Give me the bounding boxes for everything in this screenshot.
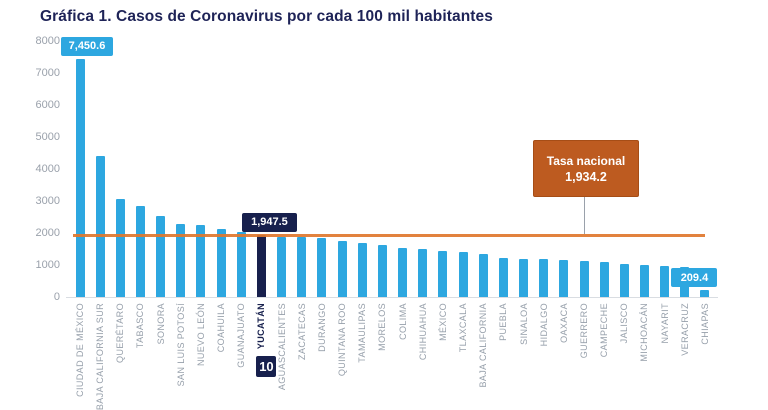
x-axis-label-nuevo-leon: NUEVO LEÓN [195, 303, 206, 367]
bar-campeche [599, 262, 609, 297]
x-axis-label-aguascalientes: AGUASCALIENTES [276, 303, 287, 391]
x-axis-label-ciudad-de-mexico: CIUDAD DE MÉXICO [75, 303, 85, 397]
rank-badge: 10 [256, 356, 277, 377]
bar-tlaxcala [458, 251, 468, 297]
y-axis-tick-4000: 4000 [35, 163, 60, 175]
bar-guerrero [579, 261, 589, 297]
bar-mexico [438, 250, 448, 297]
bar-nayarit [660, 266, 670, 297]
value-label-chiapas: 209.4 [671, 268, 718, 288]
bar-oaxaca [559, 260, 569, 297]
y-axis-tick-2000: 2000 [35, 227, 60, 239]
value-label-ciudad-de-mexico: 7,450.6 [61, 36, 113, 56]
x-axis-label-colima: COLIMA [397, 303, 408, 340]
bar-queretaro [115, 199, 125, 297]
bar-guanajuato [236, 232, 246, 297]
bar-hidalgo [539, 259, 549, 297]
y-axis-tick-3000: 3000 [35, 195, 60, 207]
x-axis-label-baja-california-sur: BAJA CALIFORNIA SUR [95, 303, 106, 410]
x-axis-label-nayarit: NAYARIT [659, 303, 670, 344]
bar-chihuahua [418, 249, 428, 297]
x-axis-label-veracruz: VERACRUZ [679, 303, 690, 356]
x-axis-label-mexico: MÉXICO [437, 303, 448, 341]
x-axis-label-michoacan: MICHOACÁN [639, 303, 650, 362]
y-axis-tick-8000: 8000 [35, 35, 60, 47]
bar-nuevo-leon [196, 224, 206, 297]
bar-coahuila [216, 229, 226, 297]
bar-quintana-roo [337, 240, 347, 297]
bar-chiapas [700, 290, 710, 297]
bar-sonora [156, 216, 166, 297]
x-axis-label-tamaulipas: TAMAULIPAS [357, 303, 368, 363]
x-axis-label-chihuahua: CHIHUAHUA [417, 303, 428, 361]
bar-baja-california [478, 254, 488, 297]
x-axis-label-campeche: CAMPECHE [599, 303, 610, 358]
x-axis-label-jalisco: JALISCO [619, 303, 630, 344]
national-rate-connector [584, 197, 585, 235]
x-axis-line [66, 297, 718, 298]
x-axis-label-san-luis-potosi: SAN LUIS POTOSÍ [175, 303, 186, 387]
bar-jalisco [619, 264, 629, 297]
national-rate-title: Tasa nacional [546, 153, 626, 168]
x-axis-label-baja-california: BAJA CALIFORNIA [478, 303, 489, 388]
x-axis-label-hidalgo: HIDALGO [538, 303, 549, 347]
x-axis-label-chiapas: CHIAPAS [699, 303, 710, 345]
x-axis-label-durango: DURANGO [316, 303, 327, 352]
x-axis-label-sinaloa: SINALOA [518, 303, 529, 345]
x-axis-label-guerrero: GUERRERO [579, 303, 589, 359]
x-axis-label-morelos: MORELOS [377, 303, 388, 351]
national-rate-line [73, 234, 705, 237]
x-axis-label-queretaro: QUERÉTARO [115, 303, 126, 363]
x-axis-label-tlaxcala: TLAXCALA [458, 303, 469, 353]
x-axis-label-oaxaca: OAXACA [558, 303, 569, 343]
x-axis-label-quintana-roo: QUINTANA ROO [337, 303, 348, 377]
bar-san-luis-potosi [176, 223, 186, 297]
x-axis-label-zacatecas: ZACATECAS [296, 303, 307, 360]
value-label-yucatan: 1,947.5 [241, 212, 297, 232]
x-axis-label-puebla: PUEBLA [498, 303, 509, 341]
x-axis-label-yucatan: YUCATÁN [256, 303, 267, 350]
x-axis-label-guanajuato: GUANAJUATO [236, 303, 247, 368]
bar-tamaulipas [357, 242, 367, 297]
bar-ciudad-de-mexico [75, 58, 85, 297]
x-axis-label-tabasco: TABASCO [135, 303, 146, 349]
y-axis-tick-7000: 7000 [35, 67, 60, 79]
bar-michoacan [639, 265, 649, 297]
bar-yucatan [256, 234, 266, 297]
bar-durango [317, 238, 327, 297]
national-rate-value: 1,934.2 [565, 169, 607, 184]
y-axis-tick-5000: 5000 [35, 131, 60, 143]
bar-zacatecas [297, 237, 307, 297]
x-axis-label-coahuila: COAHUILA [216, 303, 227, 353]
y-axis-tick-6000: 6000 [35, 99, 60, 111]
bar-sinaloa [519, 258, 529, 297]
x-axis-label-sonora: SONORA [155, 303, 166, 345]
bar-puebla [498, 257, 508, 297]
y-axis-tick-1000: 1000 [35, 259, 60, 271]
bar-tabasco [135, 206, 145, 297]
national-rate-box: Tasa nacional 1,934.2 [533, 140, 639, 197]
bar-baja-california-sur [95, 155, 105, 297]
bar-aguascalientes [277, 236, 287, 297]
chart-title: Gráfica 1. Casos de Coronavirus por cada… [40, 8, 493, 25]
y-axis-tick-0: 0 [53, 291, 60, 303]
bar-morelos [377, 244, 387, 297]
bar-colima [398, 247, 408, 297]
